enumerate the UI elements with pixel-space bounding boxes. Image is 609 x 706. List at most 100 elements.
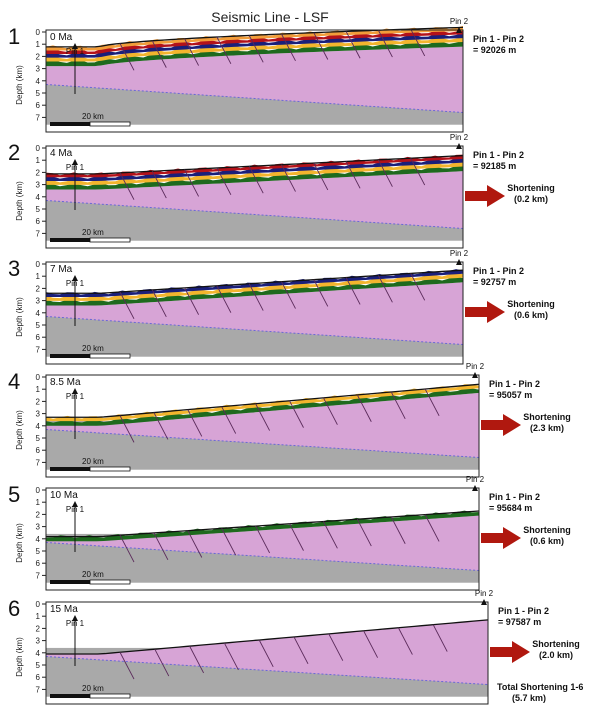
depth-tick-label: 2 [36,510,41,519]
fault-line [424,514,440,542]
panels-group: 0 1 2 3 4 5 6 7 Depth (km) 1 0 Ma Pin 1 Pin 2 20 km Pi… [8,17,583,705]
fault-line [119,535,135,563]
panel-age: 15 Ma [50,604,78,615]
depth-tick-label: 4 [36,193,41,202]
shortening-value: (2.3 km) [530,423,564,433]
pin2-label: Pin 2 [450,249,469,258]
depth-tick-label: 2 [36,284,41,293]
topographic-surface [46,269,464,294]
fault-line [151,40,167,68]
sediment-layer [46,619,488,685]
depth-tick-label: 0 [36,373,41,382]
panel-age: 8.5 Ma [50,377,81,388]
fault-line [363,630,378,658]
pin-distance-label: Pin 1 - Pin 2 [498,606,549,616]
sediment-layer [46,282,463,345]
shortening-value: (0.6 km) [514,310,548,320]
depth-tick-label: 5 [36,205,41,214]
fault-line [313,162,329,191]
depth-tick-label: 3 [36,410,41,419]
fault-line [216,167,232,196]
fault-line [293,636,309,664]
total-shortening-label: Total Shortening 1-6 [497,682,583,692]
fault-line [255,525,270,554]
depth-tick-label: 6 [36,673,41,682]
scale-bar-white [89,466,131,472]
pin1-label: Pin 1 [66,47,85,56]
panel-1: 0 1 2 3 4 5 6 7 Depth (km) 1 0 Ma Pin 1 Pin 2 20 km Pi… [8,17,524,133]
fault-line [119,291,135,320]
fault-line [258,639,274,668]
topographic-surface [46,510,480,538]
fault-line [398,627,413,655]
depth-tick-label: 0 [36,28,41,37]
pin2-label: Pin 2 [475,589,494,598]
pin-distance-value: = 92757 m [473,277,516,287]
fault-line [356,394,372,422]
depth-tick-label: 3 [36,65,41,74]
scale-bar-black [50,354,90,358]
fault-line [313,32,329,60]
shortening-value: (2.0 km) [539,650,573,660]
fault-line [378,159,393,187]
panel-age: 7 Ma [50,264,73,275]
pin-distance-value: = 95057 m [489,390,532,400]
depth-tick-label: 5 [36,661,41,670]
shortening-word: Shortening [507,299,555,309]
scale-bar-label: 20 km [82,112,104,121]
pin1-label: Pin 1 [66,392,85,401]
depth-tick-label: 4 [36,77,41,86]
scale-bar-white [89,237,131,243]
fault-line [432,624,448,652]
fault-line [154,648,170,677]
fault-line [153,532,169,561]
fault-line [390,516,406,544]
fault-line [216,36,232,65]
shortening-arrow [481,527,521,549]
depth-tick-label: 3 [36,297,41,306]
depth-tick-label: 3 [36,181,41,190]
depth-tick-label: 1 [36,498,41,507]
layer-orange [46,25,463,51]
detachment-line [45,655,489,686]
shortening-value: (0.6 km) [530,536,564,546]
pin1-arrow [72,159,78,165]
scale-bar-black [50,467,90,471]
fault-line [119,652,135,680]
layer-green [46,40,463,67]
depth-tick-label: 7 [36,458,41,467]
pin-distance-value: = 95684 m [489,503,532,513]
depth-tick-label: 3 [36,523,41,532]
fault-line [119,415,135,443]
fault-line [224,642,239,671]
depth-axis-label: Depth (km) [15,65,24,105]
depth-tick-label: 2 [36,397,41,406]
pin2-label: Pin 2 [466,475,485,484]
fault-line [289,523,304,551]
panel-number: 5 [8,482,20,507]
pin-distance-label: Pin 1 - Pin 2 [489,492,540,502]
pin-distance-label: Pin 1 - Pin 2 [473,266,524,276]
fault-line [255,403,270,431]
pin2-label: Pin 2 [450,133,469,142]
sediment-layer [46,515,479,571]
fault-line [313,279,329,307]
pin1-arrow [72,501,78,507]
fault-line [153,412,169,440]
pin-distance-value: = 97587 m [498,617,541,627]
panel-number: 4 [8,369,20,394]
figure-title: Seismic Line - LSF [211,9,328,25]
depth-tick-label: 6 [36,217,41,226]
fault-line [345,161,361,189]
pin-distance-label: Pin 1 - Pin 2 [473,34,524,44]
pin2-arrow [456,27,462,33]
panel-number: 6 [8,596,20,621]
shortening-word: Shortening [532,639,580,649]
depth-tick-label: 7 [36,345,41,354]
depth-tick-label: 1 [36,385,41,394]
depth-tick-label: 7 [36,571,41,580]
panel-age: 0 Ma [50,32,73,43]
depth-tick-label: 4 [36,535,41,544]
scale-bar-black [50,580,90,584]
